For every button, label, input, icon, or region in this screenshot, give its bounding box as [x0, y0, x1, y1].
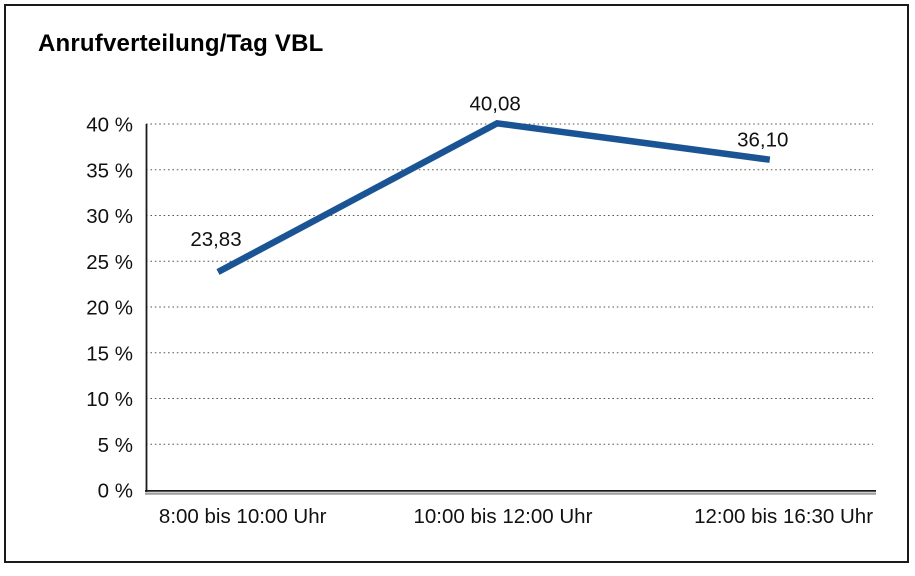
- x-axis-category-label: 12:00 bis 16:30 Uhr: [694, 505, 873, 528]
- y-axis-tick-label: 20 %: [86, 297, 133, 320]
- chart-frame: [4, 4, 909, 563]
- y-axis-tick-label: 0 %: [98, 480, 133, 503]
- data-point-label: 36,10: [737, 129, 788, 152]
- data-line: [216, 119, 771, 275]
- x-axis-category-label: 10:00 bis 12:00 Uhr: [413, 505, 592, 528]
- y-axis-tick-label: 25 %: [86, 251, 133, 274]
- y-axis-tick-label: 40 %: [86, 114, 133, 137]
- data-point-label: 23,83: [190, 228, 241, 251]
- y-axis-tick-label: 10 %: [86, 388, 133, 411]
- y-axis-tick-label: 5 %: [98, 434, 133, 457]
- data-point-label: 40,08: [469, 92, 520, 115]
- x-axis-category-label: 8:00 bis 10:00 Uhr: [159, 505, 327, 528]
- y-axis-tick-label: 15 %: [86, 342, 133, 365]
- y-axis-tick-label: 30 %: [86, 205, 133, 228]
- y-axis-tick-label: 35 %: [86, 159, 133, 182]
- chart-title: Anrufverteilung/Tag VBL: [38, 30, 324, 57]
